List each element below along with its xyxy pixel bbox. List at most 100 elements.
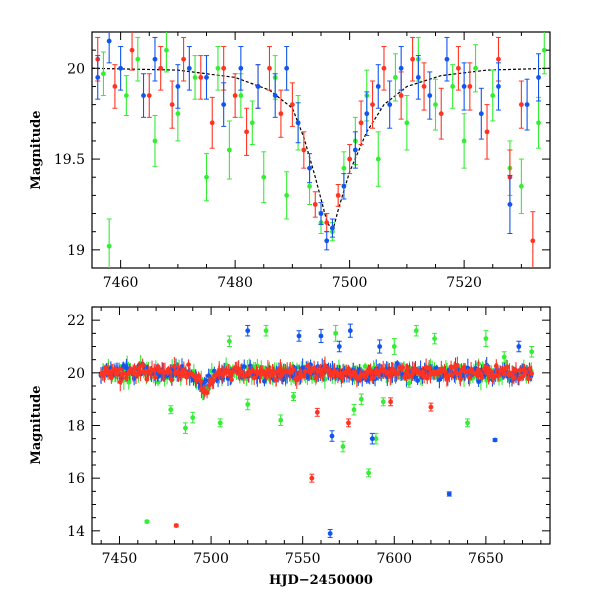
baseline-red-point <box>370 375 376 381</box>
baseline-red-point <box>364 372 369 378</box>
blue-series-point <box>238 65 244 71</box>
blue-series-point <box>336 344 342 349</box>
y-tick-label: 16 <box>67 471 85 487</box>
baseline-red-point <box>526 376 531 382</box>
baseline-red-point <box>454 362 460 368</box>
red-series-point <box>410 56 415 62</box>
baseline-red-point <box>184 374 190 380</box>
red-series-point <box>347 156 353 162</box>
baseline-red-point <box>400 365 406 370</box>
green-series-point <box>433 102 438 108</box>
red-series-point <box>278 111 284 117</box>
red-series-point <box>309 475 315 481</box>
red-series-point <box>112 84 118 89</box>
green-series-point <box>373 436 379 442</box>
red-series-point <box>198 74 204 80</box>
baseline-red-point <box>186 362 191 368</box>
blue-series-point <box>95 74 101 80</box>
baseline-red-point <box>466 374 472 380</box>
red-series-point <box>181 56 187 62</box>
baseline-red-point <box>303 368 308 374</box>
x-tick-label: 7550 <box>285 551 321 567</box>
baseline-red-point <box>102 371 107 377</box>
red-series-point <box>173 523 179 528</box>
baseline-red-point <box>424 375 430 381</box>
blue-series-point <box>347 328 353 334</box>
blue-series-point <box>255 84 261 89</box>
baseline-blue-point <box>206 373 212 379</box>
baseline-red-point <box>513 367 519 373</box>
blue-series-point <box>307 165 312 171</box>
blue-series-point <box>295 120 301 126</box>
green-series-point <box>341 165 347 171</box>
x-tick-label: 7600 <box>376 551 412 567</box>
baseline-red-point <box>106 370 112 376</box>
green-series-point <box>541 47 547 53</box>
green-series-point <box>227 338 232 344</box>
green-series-point <box>183 425 188 431</box>
green-series-point <box>106 243 112 249</box>
green-series-point <box>152 138 158 144</box>
green-series-point <box>278 417 284 423</box>
blue-series-point <box>536 74 541 80</box>
baseline-red-point <box>137 369 143 375</box>
red-series-point <box>381 65 387 71</box>
baseline-red-point <box>194 377 200 383</box>
green-series-point <box>135 56 141 62</box>
blue-series-point <box>141 93 146 98</box>
blue-series-point <box>492 437 498 443</box>
baseline-red-point <box>273 377 279 383</box>
baseline-red-point <box>117 366 123 372</box>
red-series-point <box>209 120 215 126</box>
blue-series-point <box>152 56 158 62</box>
baseline-red-point <box>211 377 216 383</box>
blue-series-point <box>296 333 302 339</box>
blue-series-point <box>329 433 335 439</box>
blue-series-point <box>516 344 522 349</box>
baseline-red-point <box>311 365 317 371</box>
green-series-point <box>406 380 412 386</box>
top-axis-ticks: 7460 7480 7500 7520 19 19.5 20 <box>54 31 551 291</box>
baseline-green-point <box>126 379 132 385</box>
baseline-red-point <box>395 371 401 377</box>
x-tick-label: 7480 <box>217 275 253 291</box>
baseline-red-point <box>483 365 489 370</box>
x-tick-label: 7450 <box>102 551 138 567</box>
blue-series-point <box>415 74 421 80</box>
baseline-red-point <box>517 368 523 373</box>
blue-series-point <box>375 84 381 89</box>
green-series-point <box>518 183 524 189</box>
blue-series-point <box>377 344 383 349</box>
green-series-point <box>490 93 496 98</box>
blue-series-point <box>387 102 393 108</box>
baseline-blue-point <box>300 365 306 371</box>
red-series-point <box>129 47 135 53</box>
baseline-red-point <box>405 366 411 371</box>
red-series-point <box>267 65 272 71</box>
green-series-point <box>245 402 251 407</box>
green-series-point <box>536 120 541 126</box>
green-series-point <box>358 396 364 402</box>
green-series-point <box>529 349 535 355</box>
red-series-point <box>484 129 490 135</box>
baseline-red-point <box>258 371 263 377</box>
green-series-point <box>192 74 198 80</box>
baseline-green-point <box>223 362 229 368</box>
x-tick-label: 7520 <box>446 275 482 291</box>
blue-series-point <box>524 102 530 108</box>
baseline-red-point <box>523 369 529 375</box>
green-series-point <box>307 183 312 189</box>
red-series-point <box>467 84 473 89</box>
red-series-point <box>146 93 152 98</box>
green-series-point <box>413 328 419 334</box>
green-series-point <box>380 399 386 405</box>
baseline-red-point <box>475 367 481 373</box>
baseline-red-point <box>204 390 210 396</box>
blue-series-point <box>324 238 330 244</box>
green-series-point <box>263 328 269 334</box>
red-series-point <box>496 56 501 62</box>
baseline-red-point <box>267 372 273 378</box>
baseline-red-point <box>271 371 277 376</box>
baseline-red-point <box>346 366 352 372</box>
baseline-red-point <box>511 375 517 381</box>
